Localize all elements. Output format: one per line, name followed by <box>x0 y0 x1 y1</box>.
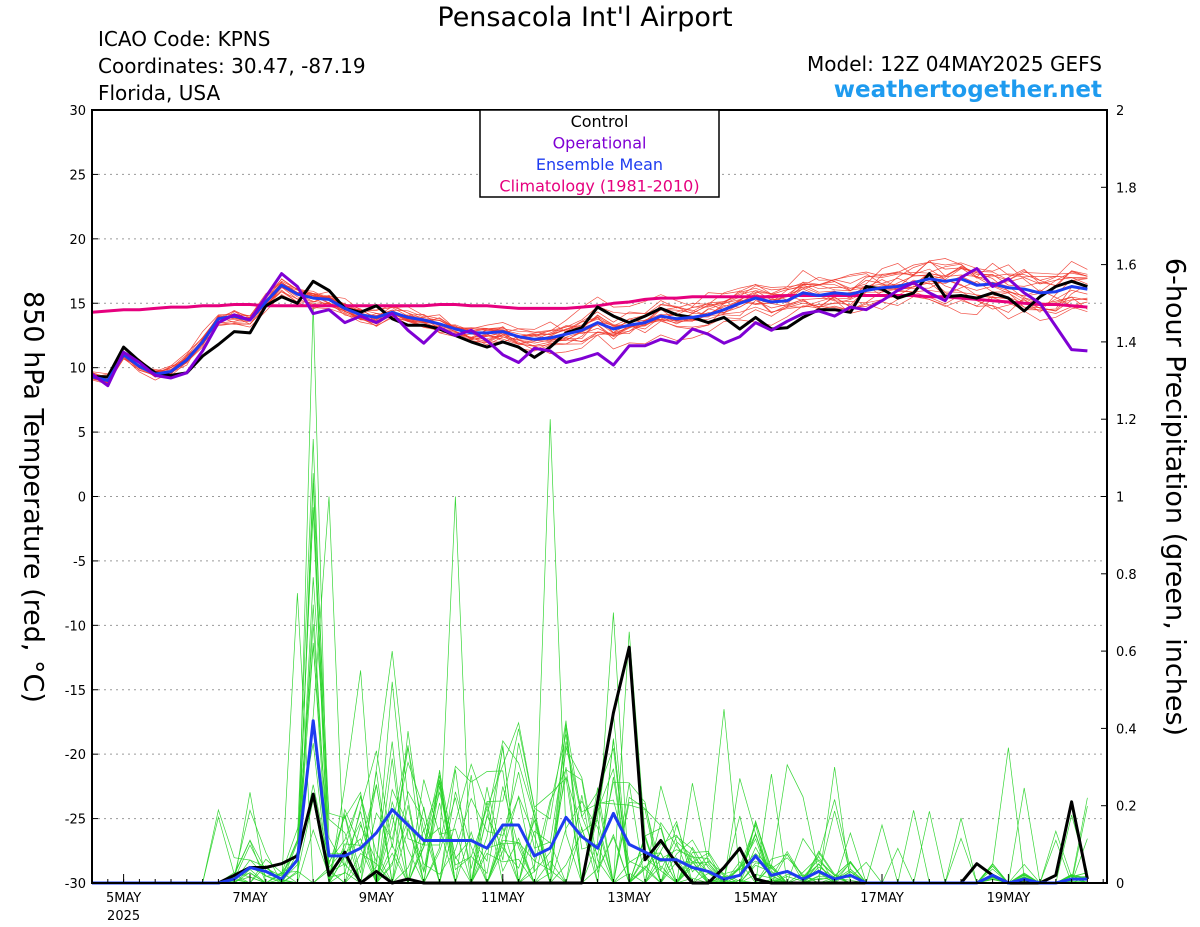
plot-frame <box>91 109 1108 884</box>
model-run-label: Model: 12Z 04MAY2025 GEFS <box>807 52 1102 76</box>
temperature-line-operational <box>91 267 1088 388</box>
x-tick-label: 7MAY <box>232 891 267 906</box>
precip-member-line <box>92 709 1088 885</box>
left-tick-label: -10 <box>65 619 86 634</box>
left-tick-label: -5 <box>73 555 86 570</box>
icao-code-label: ICAO Code: KPNS <box>98 27 271 51</box>
precip-member-line <box>92 473 1088 884</box>
right-tick-label: 2 <box>1116 104 1124 119</box>
legend-entry: Operational <box>553 134 647 153</box>
right-tick-label: 1 <box>1116 491 1124 506</box>
precip-member-line <box>92 438 1088 884</box>
x-tick-label: 5MAY <box>106 891 141 906</box>
legend-box <box>479 109 720 198</box>
legend-entry: Control <box>571 112 629 131</box>
left-tick-label: 10 <box>69 362 86 377</box>
right-tick-label: 1.6 <box>1116 259 1137 274</box>
precip-member-line <box>92 419 1088 884</box>
left-tick-label: -25 <box>65 813 86 828</box>
precip-member-line <box>92 507 1088 884</box>
x-tick-label: 17MAY <box>860 891 904 906</box>
precip-member-line <box>92 482 1088 885</box>
temperature-line-climatology-1981-2010 <box>91 294 1088 314</box>
x-tick-label: 15MAY <box>734 891 778 906</box>
page-title: Pensacola Int'l Airport <box>437 2 733 33</box>
left-tick-label: 5 <box>78 426 86 441</box>
right-tick-label: 0.6 <box>1116 645 1137 660</box>
x-year-label: 2025 <box>107 909 140 924</box>
right-tick-label: 0.2 <box>1116 800 1137 815</box>
x-tick-label: 13MAY <box>607 891 651 906</box>
temperature-line-control <box>92 272 1088 379</box>
right-tick-label: 1.4 <box>1116 336 1137 351</box>
left-tick-label: 20 <box>69 233 86 248</box>
left-tick-label: -30 <box>65 877 86 892</box>
left-tick-label: 30 <box>69 104 86 119</box>
left-tick-label: 0 <box>78 491 86 506</box>
right-tick-label: 0.4 <box>1116 722 1137 737</box>
x-tick-label: 19MAY <box>987 891 1031 906</box>
left-tick-label: -15 <box>65 684 86 699</box>
x-tick-label: 11MAY <box>481 891 525 906</box>
precip-member-line <box>92 303 1088 884</box>
left-tick-label: 15 <box>69 297 86 312</box>
left-tick-label: 25 <box>69 168 86 183</box>
right-tick-label: 0 <box>1116 877 1124 892</box>
legend-entry: Climatology (1981-2010) <box>499 177 699 196</box>
left-tick-label: -20 <box>65 748 86 763</box>
site-link[interactable]: weathertogether.net <box>833 77 1102 103</box>
x-tick-label: 9MAY <box>359 891 394 906</box>
right-tick-label: 1.2 <box>1116 413 1137 428</box>
region-label: Florida, USA <box>98 81 221 105</box>
coordinates-label: Coordinates: 30.47, -87.19 <box>98 54 366 78</box>
right-tick-label: 0.8 <box>1116 568 1137 583</box>
right-tick-label: 1.8 <box>1116 181 1137 196</box>
legend-entry: Ensemble Mean <box>536 155 663 174</box>
